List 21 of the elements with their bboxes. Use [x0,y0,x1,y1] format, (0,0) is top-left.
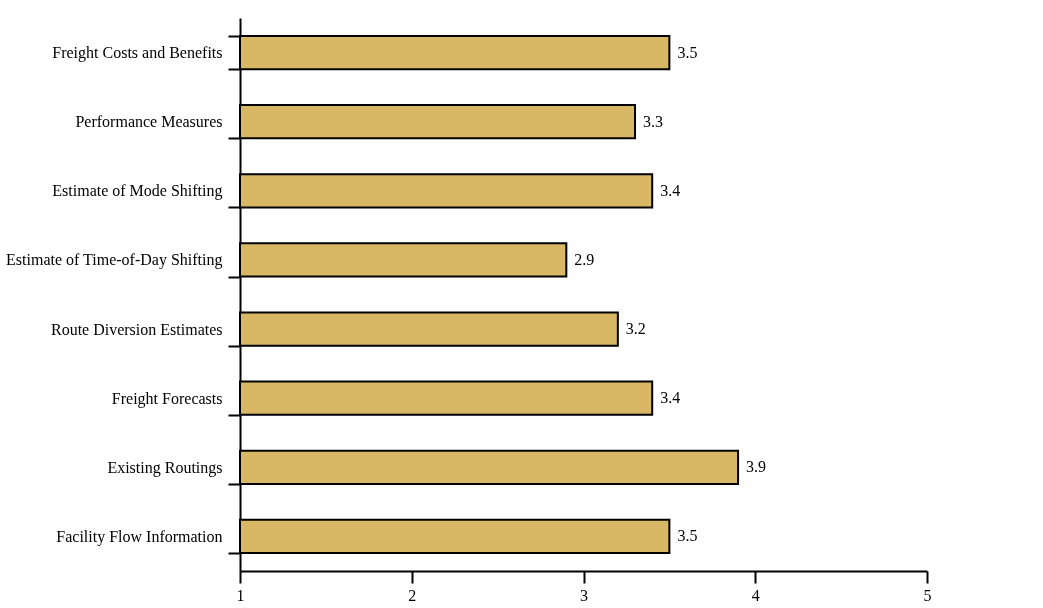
data-label: 3.4 [660,181,681,199]
x-tick-label: 4 [751,586,760,604]
data-label: 3.4 [660,389,681,407]
data-label: 3.3 [643,112,664,130]
y-tick-label: Performance Measures [75,113,223,131]
x-tick-label: 1 [236,586,245,604]
y-tick-label: Existing Routings [107,458,223,477]
data-label: 3.5 [677,527,698,545]
data-label: 3.2 [625,320,646,338]
x-tick-label: 2 [408,586,417,604]
y-tick-label: Route Diversion Estimates [50,320,223,338]
y-tick-label: Facility Flow Information [56,527,223,546]
y-tick-label: Estimate of Time-of-Day Shifting [6,251,223,270]
y-tick-label: Freight Costs and Benefits [52,44,223,63]
data-label: 2.9 [574,250,595,268]
x-tick-label: 3 [580,586,588,604]
data-label: 3.9 [746,458,767,476]
data-label: 3.5 [677,43,698,61]
y-tick-label: Estimate of Mode Shifting [52,182,223,201]
x-tick-label: 5 [923,586,932,604]
y-tick-label: Freight Forecasts [111,389,223,408]
